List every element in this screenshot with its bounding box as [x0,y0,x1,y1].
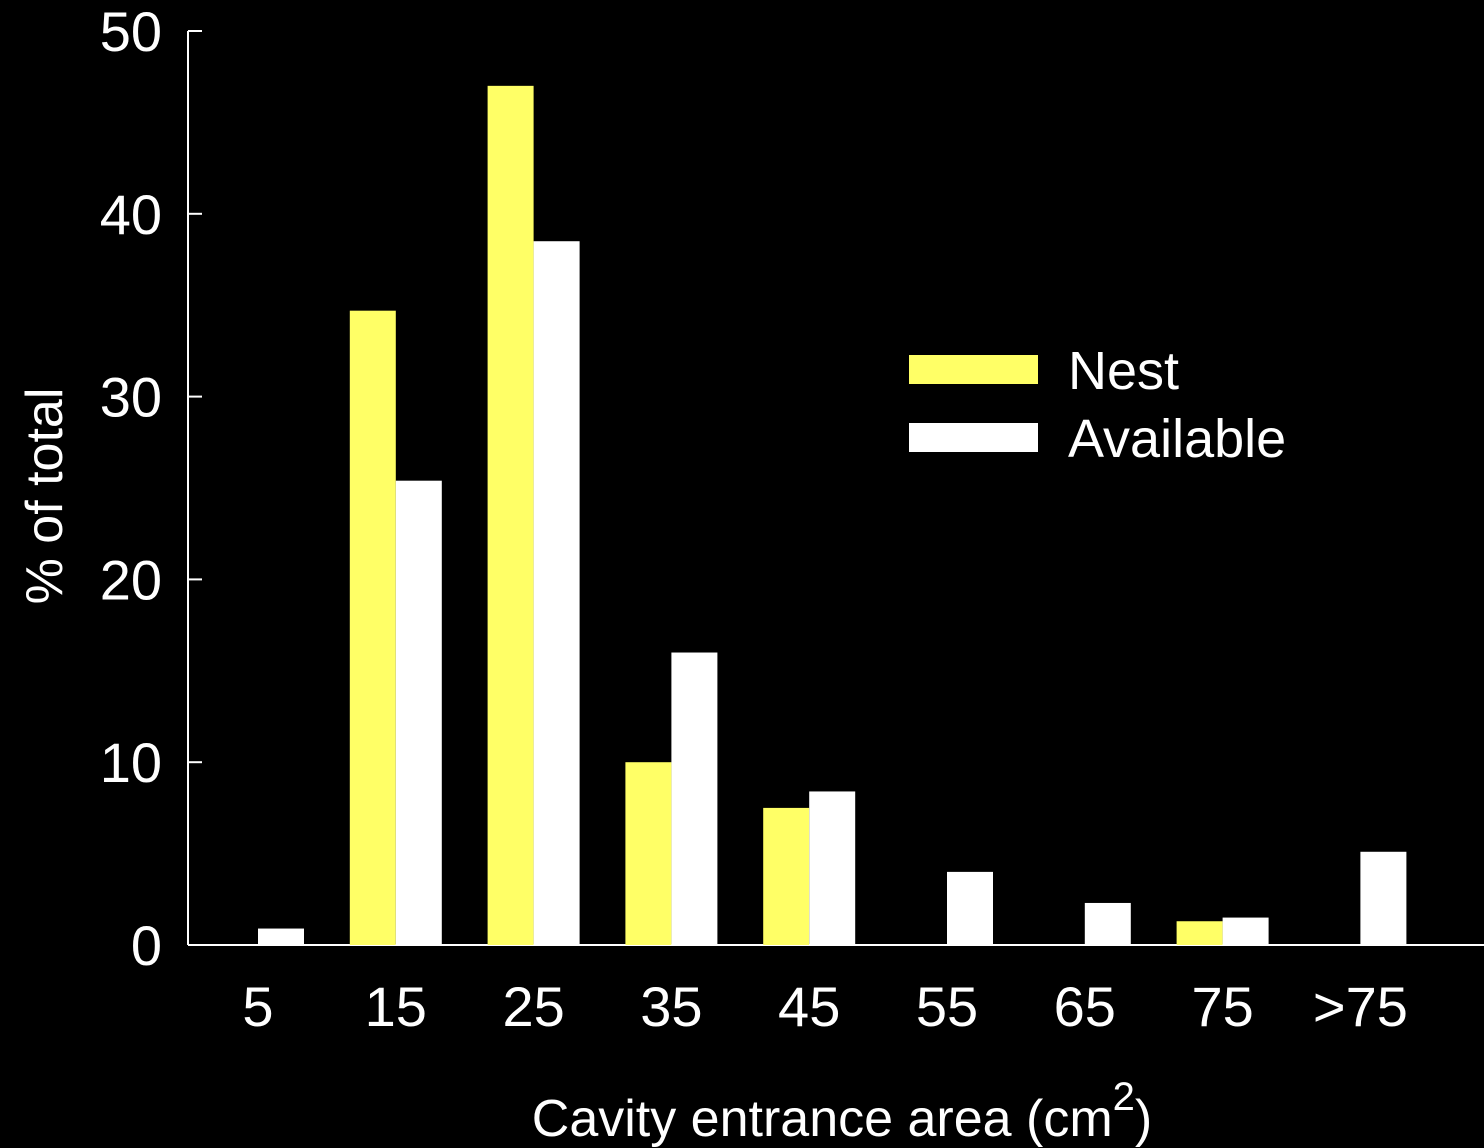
x-tick-label: 75 [1191,975,1253,1038]
x-axis-title-superscript: 2 [1113,1075,1135,1119]
x-axis-title: Cavity entrance area (cm2) [532,1075,1152,1148]
legend-swatch-available [909,423,1038,452]
bar-available [395,480,442,945]
bar-nest [1176,921,1223,945]
bar-available [809,791,856,945]
bar-available [1084,902,1131,945]
bar-available [947,871,993,945]
legend-swatch-nest [909,355,1038,384]
y-tick-label: 40 [100,183,162,246]
legend-label-available: Available [1068,409,1286,469]
bar-available [671,652,718,945]
bar-available [258,928,304,945]
bar-available [533,241,580,946]
y-axis: 0 10 20 30 40 50 [100,0,202,977]
x-axis-title-close: ) [1135,1090,1152,1148]
bar-nest [763,807,810,945]
x-tick-label: >75 [1313,975,1408,1038]
x-tick-label: 35 [640,975,702,1038]
y-axis-title: % of total [16,388,74,605]
bar-nest [625,762,672,945]
bar-nest [349,310,396,946]
bar-nest [487,85,534,946]
x-tick-label: 55 [916,975,978,1038]
bar-available [1360,851,1407,945]
y-tick-label: 30 [100,366,162,429]
x-tick-label: 15 [365,975,427,1038]
y-tick-label: 20 [100,548,162,611]
y-tick-label: 50 [100,0,162,63]
legend: Nest Available [909,341,1286,469]
x-axis: 5 15 25 35 45 55 65 75 >75 [188,944,1484,1038]
x-tick-label: 5 [242,975,273,1038]
x-tick-label: 45 [778,975,840,1038]
x-tick-label: 25 [502,975,564,1038]
y-tick-label: 10 [100,731,162,794]
x-tick-label: 65 [1054,975,1116,1038]
x-axis-title-main: Cavity entrance area (cm [532,1090,1113,1148]
legend-label-nest: Nest [1068,341,1179,401]
bar-available [1222,917,1269,945]
y-tick-label: 0 [131,914,162,977]
bars [258,85,1407,946]
